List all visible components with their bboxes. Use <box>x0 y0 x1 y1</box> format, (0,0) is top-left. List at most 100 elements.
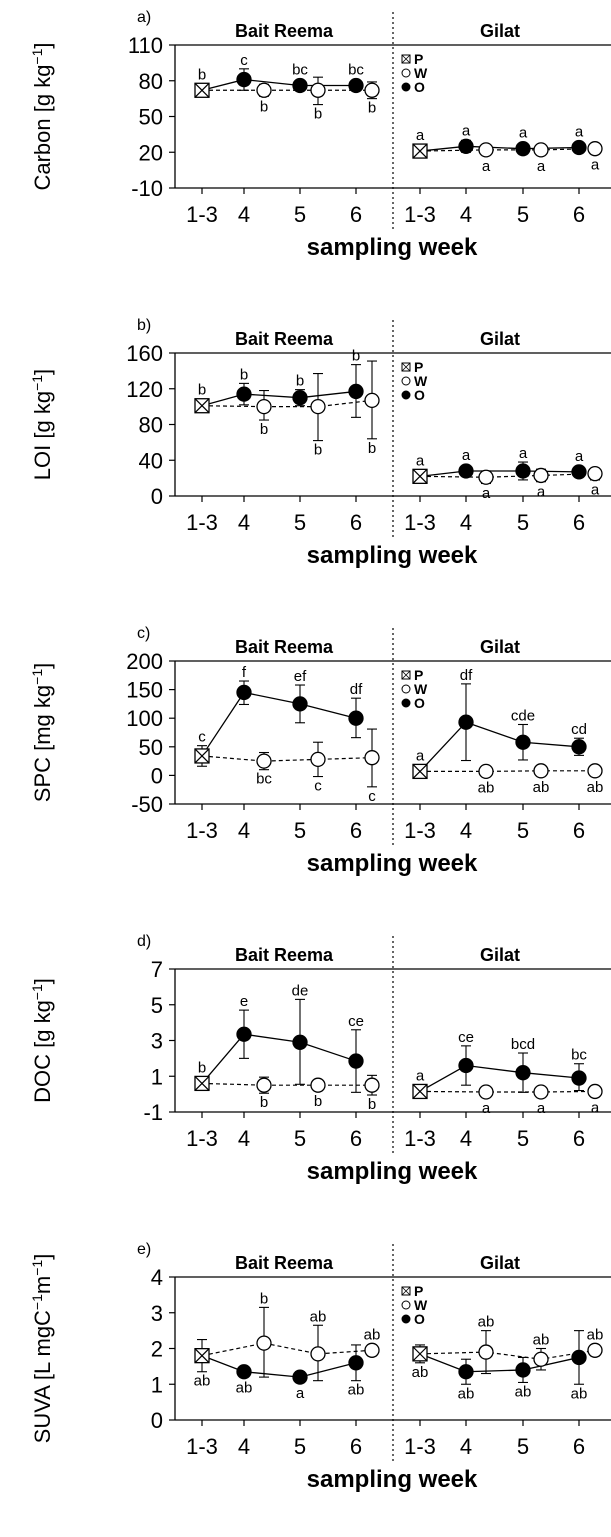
panel-1: a) Bait Reema Gilat -10 20 50 80 110 1-3 4 5 6 1-3 4 5… <box>29 9 611 261</box>
series-p-point <box>194 398 210 414</box>
series-w-point <box>310 751 326 768</box>
significance-letter: cde <box>511 707 535 724</box>
series-w-point <box>533 467 549 484</box>
series-o-point <box>515 463 531 479</box>
y-tick-label: 4 <box>151 1265 163 1290</box>
legend-label-w: W <box>414 681 428 697</box>
x-tick-label: 1-3 <box>186 818 218 843</box>
series-w-line <box>201 1342 373 1357</box>
series-w-point <box>533 142 549 158</box>
panel-label: b) <box>137 317 151 334</box>
x-tick-label: 4 <box>238 1434 250 1459</box>
significance-letter: b <box>260 98 268 115</box>
series-o-line <box>201 78 356 91</box>
series-p-point <box>412 763 428 780</box>
x-tick-label: 6 <box>573 1434 585 1459</box>
series-o-point <box>458 138 474 154</box>
significance-letter: ab <box>533 779 550 796</box>
series-o-point <box>571 739 587 755</box>
significance-letter: a <box>537 158 546 175</box>
x-axis-label: sampling week <box>307 1466 478 1493</box>
x-tick-label: 6 <box>350 510 362 535</box>
x-tick-label: 4 <box>238 510 250 535</box>
legend-marker-o <box>401 1314 411 1324</box>
series-w-point <box>310 82 326 98</box>
series-o-point <box>292 390 308 406</box>
legend-label-o: O <box>414 695 425 711</box>
legend-marker-o <box>401 698 411 708</box>
series-p-point <box>412 1346 428 1362</box>
x-tick-label: 4 <box>460 202 472 227</box>
x-tick-label: 4 <box>460 818 472 843</box>
x-tick-label: 5 <box>517 1126 529 1151</box>
significance-letter: a <box>537 1100 546 1117</box>
x-tick-label: 4 <box>238 202 250 227</box>
series-o-point <box>515 141 531 157</box>
legend-label-o: O <box>414 1311 425 1327</box>
y-tick-label: 20 <box>139 140 163 165</box>
significance-letter: a <box>482 485 491 502</box>
legend-label-w: W <box>414 373 428 389</box>
significance-letter: ab <box>478 779 495 796</box>
x-tick-label: 5 <box>517 510 529 535</box>
legend-label-o: O <box>414 79 425 95</box>
series-o-line <box>419 470 580 477</box>
site-label-bait-reema: Bait Reema <box>235 329 334 349</box>
significance-letter: de <box>292 982 309 999</box>
series-w-point <box>256 82 272 98</box>
significance-letter: ab <box>236 1380 253 1397</box>
series-o-line <box>419 1353 580 1373</box>
y-tick-label: 100 <box>126 706 163 731</box>
y-axis-label: DOC [g kg−1] <box>29 978 55 1103</box>
legend-label-p: P <box>414 1283 423 1299</box>
significance-letter: a <box>462 447 471 464</box>
significance-letter: b <box>314 442 322 459</box>
x-tick-label: 4 <box>460 510 472 535</box>
significance-letter: a <box>482 158 491 175</box>
significance-letter: ab <box>587 1326 604 1343</box>
series-w-point <box>256 1077 272 1093</box>
y-tick-label: 0 <box>151 1408 163 1433</box>
panel-2: b) Bait Reema Gilat 0 40 80 120 160 1-3 4 5 6 1-3 4 5 6… <box>29 317 611 569</box>
site-label-bait-reema: Bait Reema <box>235 1253 334 1273</box>
series-o-line <box>201 1355 357 1378</box>
series-w-point <box>364 1342 380 1358</box>
series-w-point <box>310 1346 326 1362</box>
significance-letter: b <box>260 421 268 438</box>
x-tick-label: 5 <box>294 1434 306 1459</box>
y-tick-label: 120 <box>126 377 163 402</box>
y-tick-label: 80 <box>139 69 163 94</box>
significance-letter: cd <box>571 721 587 738</box>
y-tick-label: 1 <box>151 1064 163 1089</box>
legend-marker-w <box>401 376 411 386</box>
y-axis-label: Carbon [g kg−1] <box>29 42 55 190</box>
x-tick-label: 1-3 <box>404 1434 436 1459</box>
significance-letter: c <box>368 788 376 805</box>
site-label-gilat: Gilat <box>480 21 520 41</box>
x-axis-label: sampling week <box>307 542 478 569</box>
y-tick-label: -10 <box>131 176 163 201</box>
x-tick-label: 5 <box>294 510 306 535</box>
series-o-point <box>458 1057 474 1074</box>
site-label-gilat: Gilat <box>480 945 520 965</box>
significance-letter: b <box>352 348 360 365</box>
series-w-point <box>364 750 380 766</box>
x-tick-label: 5 <box>294 818 306 843</box>
series-o-point <box>292 1034 308 1050</box>
significance-letter: a <box>519 125 528 142</box>
legend-label-p: P <box>414 667 423 683</box>
significance-letter: a <box>296 1385 305 1402</box>
x-tick-label: 1-3 <box>186 1434 218 1459</box>
series-w-line <box>419 1349 596 1360</box>
y-tick-label: 2 <box>151 1337 163 1362</box>
y-tick-label: 3 <box>151 1301 163 1326</box>
site-label-gilat: Gilat <box>480 1253 520 1273</box>
series-w-line <box>201 399 373 408</box>
series-o-point <box>571 464 587 480</box>
series-w-point <box>587 763 603 779</box>
y-tick-label: -50 <box>131 792 163 817</box>
series-o-point <box>458 463 474 479</box>
series-o-point <box>571 1070 587 1086</box>
significance-letter: b <box>198 382 206 399</box>
series-o-point <box>292 696 308 712</box>
